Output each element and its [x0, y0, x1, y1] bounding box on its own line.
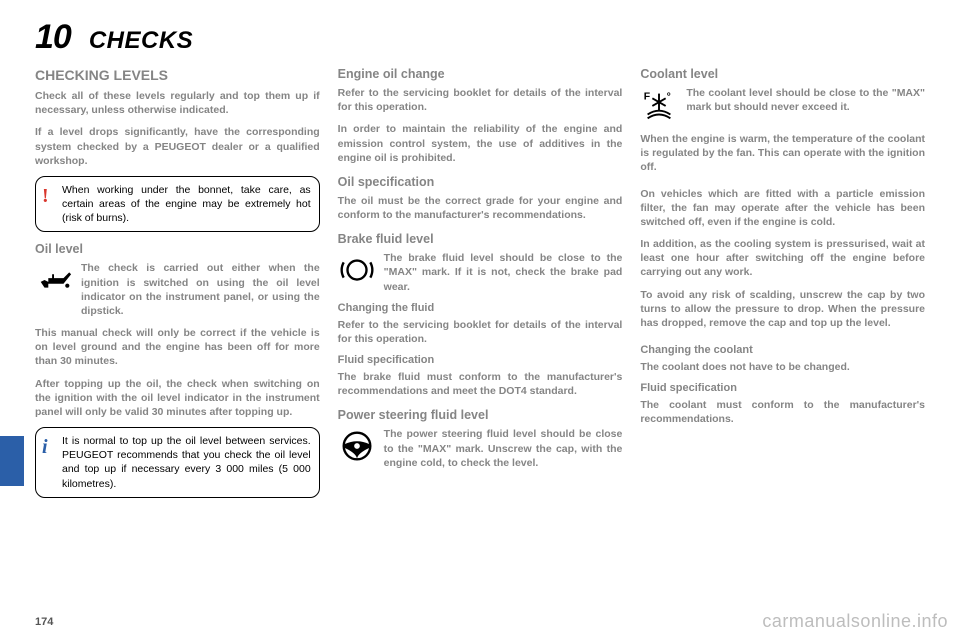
checking-levels-p2: If a level drops significantly, have the…	[35, 125, 320, 168]
brake-spec-title: Fluid specification	[338, 354, 623, 366]
brake-change-title: Changing the fluid	[338, 302, 623, 314]
column-3: Coolant level F ° The coolant level shou…	[640, 67, 925, 506]
svg-text:°: °	[667, 91, 671, 102]
manual-refer-icon: F °	[640, 86, 678, 124]
info-text: It is normal to top up the oil level bet…	[62, 435, 311, 490]
oil-change-p2: In order to maintain the reliability of …	[338, 122, 623, 165]
brake-spec-p1: The brake fluid must conform to the manu…	[338, 370, 623, 398]
svg-text:F: F	[644, 91, 650, 102]
column-2: Engine oil change Refer to the servicing…	[338, 67, 623, 506]
content-columns: CHECKING LEVELS Check all of these level…	[35, 67, 925, 506]
coolant-spec-p1: The coolant must conform to the manufact…	[640, 398, 925, 426]
brake-icon-row: The brake fluid level should be close to…	[338, 251, 623, 294]
brake-icon	[338, 251, 376, 289]
oil-icon-row: The check is carried out either when the…	[35, 261, 320, 318]
coolant-p1: When the engine is warm, the temperature…	[640, 132, 925, 175]
brake-icon-text: The brake fluid level should be close to…	[384, 251, 623, 294]
watermark: carmanualsonline.info	[762, 611, 948, 632]
coolant-change-title: Changing the coolant	[640, 344, 925, 356]
column-1: CHECKING LEVELS Check all of these level…	[35, 67, 320, 506]
oil-icon-text: The check is carried out either when the…	[81, 261, 320, 318]
info-box: i It is normal to top up the oil level b…	[35, 427, 320, 498]
warning-icon: !	[42, 183, 49, 210]
coolant-icon-row: F ° The coolant level should be close to…	[640, 86, 925, 124]
oil-p1: This manual check will only be correct i…	[35, 326, 320, 369]
coolant-p2: On vehicles which are fitted with a part…	[640, 187, 925, 230]
oil-p2: After topping up the oil, the check when…	[35, 377, 320, 420]
oil-spec-title: Oil specification	[338, 175, 623, 189]
checking-levels-title: CHECKING LEVELS	[35, 67, 320, 83]
coolant-title: Coolant level	[640, 67, 925, 81]
chapter-title: CHECKS	[89, 27, 193, 55]
coolant-p4: To avoid any risk of scalding, unscrew t…	[640, 288, 925, 331]
info-icon: i	[42, 434, 48, 461]
warning-text: When working under the bonnet, take care…	[62, 184, 311, 224]
brake-fluid-title: Brake fluid level	[338, 232, 623, 246]
checking-levels-p1: Check all of these levels regularly and …	[35, 89, 320, 117]
power-steering-title: Power steering fluid level	[338, 408, 623, 422]
steering-wheel-icon	[338, 427, 376, 465]
oil-level-title: Oil level	[35, 242, 320, 256]
coolant-icon-text: The coolant level should be close to the…	[686, 86, 925, 124]
steering-icon-text: The power steering fluid level should be…	[384, 427, 623, 470]
coolant-change-p1: The coolant does not have to be changed.	[640, 360, 925, 374]
oil-change-p1: Refer to the servicing booklet for detai…	[338, 86, 623, 114]
page-header: 10 CHECKS	[35, 18, 925, 57]
oil-change-title: Engine oil change	[338, 67, 623, 81]
chapter-number: 10	[35, 18, 71, 57]
oil-spec-p1: The oil must be the correct grade for yo…	[338, 194, 623, 222]
warning-box: ! When working under the bonnet, take ca…	[35, 176, 320, 233]
oil-can-icon	[35, 261, 73, 299]
manual-page: 10 CHECKS CHECKING LEVELS Check all of t…	[0, 0, 960, 640]
brake-change-p1: Refer to the servicing booklet for detai…	[338, 318, 623, 346]
page-number: 174	[35, 616, 53, 628]
coolant-spec-title: Fluid specification	[640, 382, 925, 394]
section-tab	[0, 436, 24, 486]
steering-icon-row: The power steering fluid level should be…	[338, 427, 623, 470]
coolant-p3: In addition, as the cooling system is pr…	[640, 237, 925, 280]
